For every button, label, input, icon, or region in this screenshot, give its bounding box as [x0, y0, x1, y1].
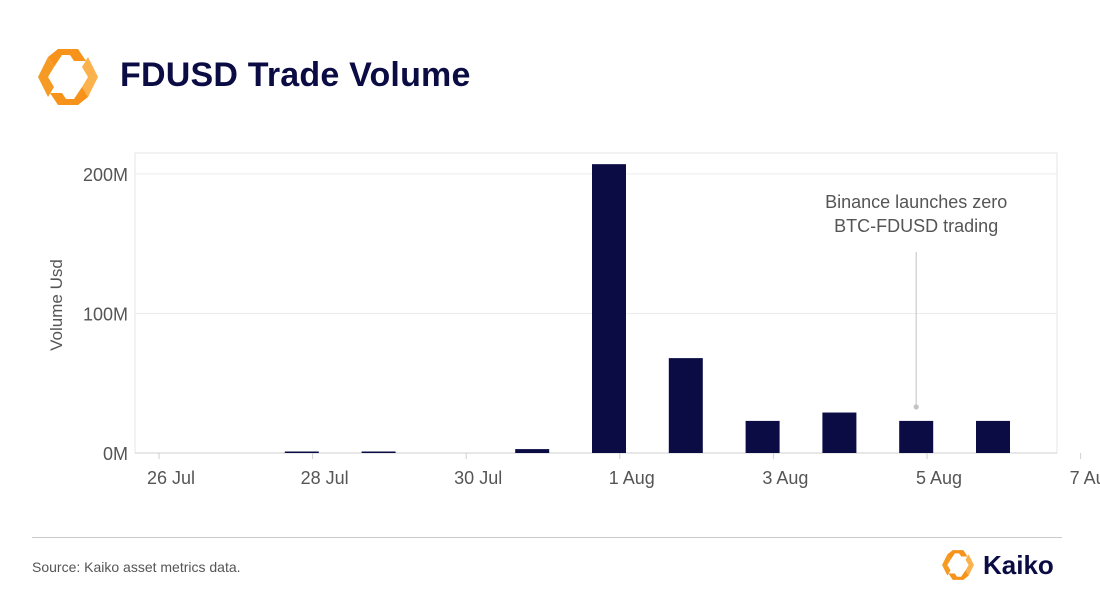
annotation-point — [913, 404, 919, 410]
x-tick-label: 26 Jul — [147, 468, 195, 488]
y-tick-label: 100M — [83, 304, 128, 324]
bar — [745, 420, 780, 453]
kaiko-logo-icon — [942, 550, 974, 580]
x-tick-label: 28 Jul — [301, 468, 349, 488]
footer-divider — [32, 537, 1062, 538]
x-tick-label: 1 Aug — [609, 468, 655, 488]
y-axis-label: Volume Usd — [47, 259, 66, 351]
bar-chart: 0M 100M 200M Volume Usd 26 Jul 28 Jul 30 Jul 1 … — [47, 152, 1100, 488]
x-tick-label: 3 Aug — [762, 468, 808, 488]
chart-title: FDUSD Trade Volume — [120, 56, 471, 94]
brand: Kaiko — [941, 547, 1054, 583]
bar — [284, 451, 319, 453]
kaiko-logo-icon — [38, 49, 98, 105]
bar — [976, 420, 1010, 453]
bar — [361, 451, 396, 453]
bar — [515, 449, 550, 453]
x-tick-label: 30 Jul — [454, 468, 502, 488]
annotation-text: Binance launches zero — [825, 192, 1007, 212]
annotation-text: BTC-FDUSD trading — [834, 216, 998, 236]
source-note: Source: Kaiko asset metrics data. — [32, 559, 241, 575]
x-tick-label: 7 Aug — [1070, 468, 1100, 488]
bar — [822, 412, 857, 453]
bar — [899, 420, 934, 453]
y-tick-label: 200M — [83, 165, 128, 185]
y-tick-label: 0M — [103, 444, 128, 464]
bar — [668, 358, 703, 453]
bar — [592, 164, 626, 454]
x-tick-label: 5 Aug — [916, 468, 962, 488]
brand-name: Kaiko — [983, 549, 1054, 580]
